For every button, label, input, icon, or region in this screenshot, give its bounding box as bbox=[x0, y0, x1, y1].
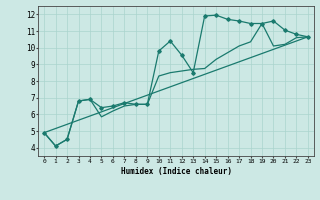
X-axis label: Humidex (Indice chaleur): Humidex (Indice chaleur) bbox=[121, 167, 231, 176]
